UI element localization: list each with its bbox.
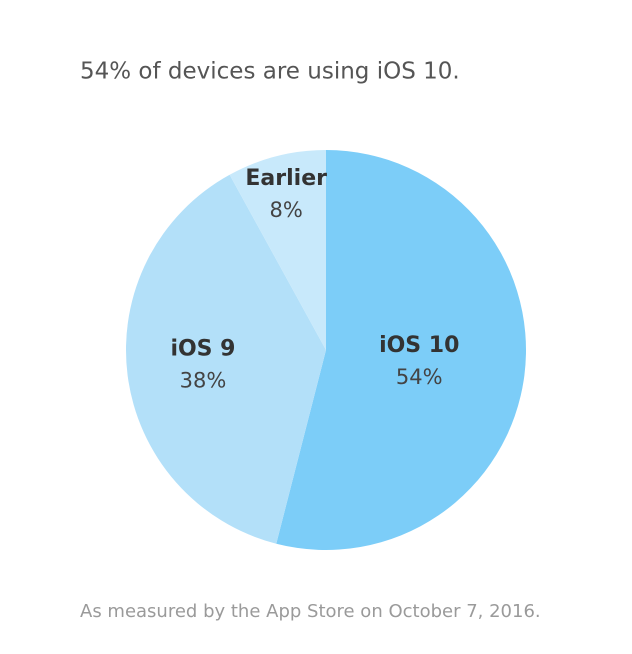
value-label: 54% <box>396 365 443 389</box>
slice <box>229 150 326 350</box>
pie: iOS 10 54% iOS 9 38% Earlier 8% <box>126 150 527 550</box>
value-label: 38% <box>180 369 227 393</box>
slice <box>276 150 527 550</box>
slice-label: iOS 9 <box>170 337 235 362</box>
slice-label: iOS 10 <box>379 333 459 358</box>
chart-title: 54% of devices are using iOS 10. <box>80 59 460 85</box>
slice <box>126 174 327 544</box>
footnote: As measured by the App Store on October … <box>80 601 541 622</box>
value-label: 8% <box>270 198 303 222</box>
slice-label: Earlier <box>245 166 327 191</box>
